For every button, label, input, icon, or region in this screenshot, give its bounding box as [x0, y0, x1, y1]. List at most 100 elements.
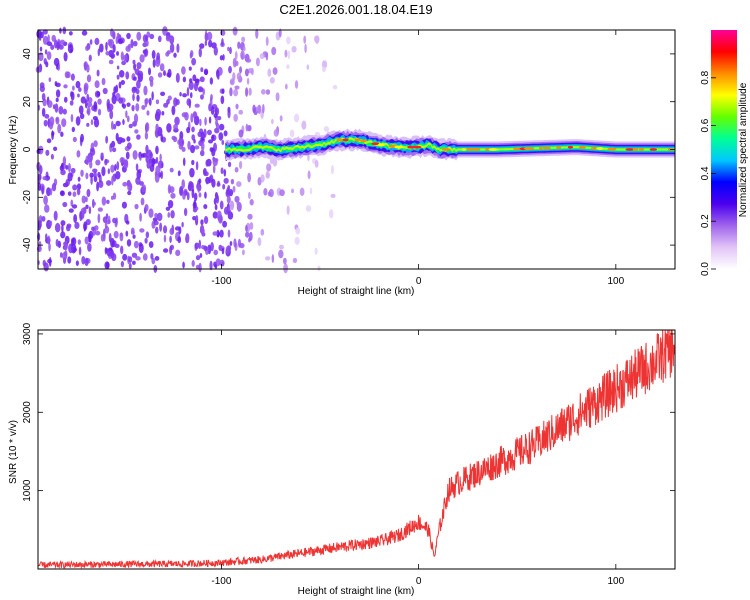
heatmap-cell	[200, 141, 205, 152]
heatmap-cell	[186, 86, 190, 97]
heatmap-cell	[49, 188, 53, 196]
heatmap-cell	[149, 33, 155, 40]
heatmap-cell	[133, 240, 139, 249]
heatmap-cell	[193, 111, 198, 118]
heatmap-cell	[265, 36, 269, 47]
heatmap-cell	[229, 78, 235, 86]
heatmap-cell	[247, 213, 253, 220]
colorbar-tick-label: 0.8	[700, 70, 711, 84]
heatmap-cell	[44, 204, 50, 213]
heatmap-cell	[199, 118, 202, 127]
heatmap-cell	[80, 207, 86, 214]
heatmap-cell	[191, 159, 195, 166]
heatmap-cell	[214, 204, 218, 211]
heatmap-cell	[173, 123, 178, 131]
heatmap-cell	[223, 130, 228, 137]
heatmap-cell	[329, 209, 334, 219]
heatmap-cell	[55, 97, 59, 103]
heatmap-cell	[212, 231, 218, 236]
heatmap-cell	[299, 187, 305, 196]
signal-peak-cell	[649, 148, 658, 151]
heatmap-cell	[187, 140, 191, 150]
heatmap-cell	[330, 193, 336, 199]
heatmap-cell	[227, 206, 231, 212]
heatmap-cell	[140, 153, 145, 158]
heatmap-cell	[119, 232, 124, 242]
heatmap-cell	[151, 257, 156, 265]
spectrogram-signal-band	[225, 128, 675, 161]
heatmap-cell	[139, 212, 142, 222]
heatmap-cell	[47, 34, 50, 44]
signal-peak-cell	[336, 138, 344, 142]
heatmap-cell	[305, 205, 312, 212]
heatmap-cell	[179, 92, 182, 97]
heatmap-cell	[93, 101, 98, 110]
heatmap-cell	[203, 68, 209, 76]
heatmap-cell	[41, 107, 46, 117]
heatmap-cell	[185, 235, 190, 244]
signal-peak-cell	[567, 145, 574, 149]
heatmap-cell	[80, 96, 87, 104]
heatmap-cell	[226, 187, 230, 196]
heatmap-cell	[271, 46, 277, 56]
heatmap-cell	[49, 116, 55, 127]
heatmap-cell	[230, 178, 235, 185]
heatmap-cell	[271, 118, 274, 125]
heatmap-cell	[314, 159, 319, 168]
heatmap-cell	[181, 179, 185, 189]
heatmap-cell	[275, 92, 280, 102]
heatmap-cell	[193, 115, 200, 126]
heatmap-cell	[140, 197, 145, 206]
x-tick-label: -100	[211, 276, 231, 287]
heatmap-cell	[204, 40, 208, 47]
heatmap-cell	[169, 235, 172, 244]
heatmap-cell	[235, 103, 239, 110]
heatmap-cell	[122, 253, 128, 261]
heatmap-cell	[314, 247, 318, 255]
heatmap-cell	[37, 220, 42, 229]
heatmap-cell	[93, 171, 97, 179]
heatmap-cell	[38, 182, 42, 191]
heatmap-cell	[136, 31, 142, 41]
heatmap-cell	[153, 220, 159, 226]
heatmap-cell	[103, 232, 106, 242]
heatmap-cell	[268, 188, 274, 198]
y-tick-label: 1000	[22, 479, 33, 502]
heatmap-cell	[193, 81, 199, 92]
heatmap-cell	[86, 122, 90, 127]
heatmap-cell	[123, 159, 129, 169]
heatmap-cell	[245, 231, 250, 238]
heatmap-cell	[109, 142, 113, 148]
heatmap-cell	[88, 206, 92, 215]
heatmap-cell	[60, 231, 66, 239]
heatmap-cell	[131, 104, 135, 112]
heatmap-cell	[116, 32, 120, 39]
heatmap-cell	[111, 94, 117, 105]
heatmap-cell	[86, 93, 90, 102]
heatmap-cell	[175, 72, 180, 83]
heatmap-cell	[234, 85, 240, 90]
heatmap-cell	[95, 230, 101, 236]
heatmap-cell	[238, 109, 244, 115]
heatmap-cell	[260, 228, 265, 236]
heatmap-cell	[216, 194, 220, 204]
heatmap-cell	[307, 170, 311, 180]
heatmap-cell	[115, 36, 119, 45]
heatmap-cell	[67, 256, 72, 264]
colorbar-ticks: 0.0 0.2 0.4 0.6 0.8	[700, 70, 716, 276]
signal-peak-cell	[590, 146, 598, 150]
heatmap-cell	[121, 102, 125, 108]
heatmap-cell	[55, 116, 60, 125]
heatmap-cell	[248, 237, 251, 243]
heatmap-cell	[96, 69, 100, 77]
y-tick-label: 40	[22, 48, 33, 60]
heatmap-cell	[249, 222, 254, 230]
heatmap-cell	[144, 237, 148, 244]
heatmap-cell	[84, 257, 89, 267]
heatmap-cell	[260, 174, 265, 183]
heatmap-cell	[146, 110, 150, 116]
heatmap-cell	[102, 87, 108, 95]
heatmap-cell	[54, 222, 61, 233]
heatmap-cell	[106, 98, 111, 109]
heatmap-cell	[72, 136, 77, 143]
